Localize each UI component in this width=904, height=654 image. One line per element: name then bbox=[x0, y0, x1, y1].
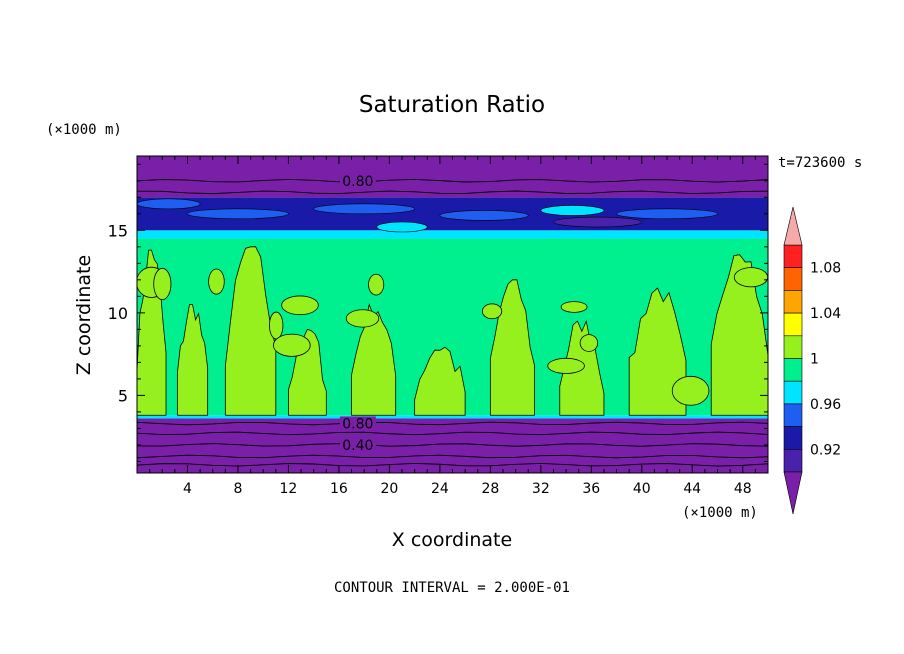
moist-plume-5 bbox=[414, 346, 466, 416]
chart-title: Saturation Ratio bbox=[359, 92, 545, 118]
moist-patch-0 bbox=[547, 357, 585, 374]
colorbar-bin bbox=[783, 426, 803, 450]
colorbar-bin bbox=[783, 244, 803, 269]
colorbar-label: 1.08 bbox=[810, 261, 841, 277]
colorbar-bin bbox=[783, 448, 803, 473]
field-layer-3 bbox=[137, 230, 768, 239]
time-label: t=723600 s bbox=[778, 155, 862, 171]
colorbar-label: 1 bbox=[810, 352, 819, 368]
contour-line-6 bbox=[137, 462, 768, 467]
moist-patch-5 bbox=[269, 311, 284, 340]
colorbar-bin bbox=[783, 403, 803, 427]
upper-streak-5 bbox=[553, 216, 643, 228]
contour-lines bbox=[137, 178, 768, 467]
x-tick-label: 44 bbox=[683, 481, 701, 497]
field-layer-5 bbox=[137, 156, 768, 198]
x-tick-label: 12 bbox=[280, 481, 298, 497]
x-tick-label: 40 bbox=[633, 481, 651, 497]
contour-line-4 bbox=[137, 443, 768, 447]
colorbar-bin bbox=[783, 290, 803, 314]
contour-labels: 0.80 0.80 0.40 bbox=[339, 173, 376, 454]
colorbar-bin bbox=[783, 335, 803, 359]
contour-line-1 bbox=[137, 190, 768, 195]
x-tick-label: 28 bbox=[481, 481, 499, 497]
moist-patch-4 bbox=[481, 303, 503, 320]
x-tick-label: 48 bbox=[734, 481, 752, 497]
upper-streak-4 bbox=[616, 208, 718, 220]
colorbar-top-arrow bbox=[783, 206, 803, 246]
colorbar: 0.92 0.96 1 1.04 1.08 bbox=[783, 206, 841, 515]
colorbar-bin bbox=[783, 267, 803, 291]
y-unit-label: (×1000 m) bbox=[46, 122, 122, 138]
x-tick-label: 4 bbox=[183, 481, 192, 497]
contour-line-5 bbox=[137, 454, 768, 459]
y-tick-label: 15 bbox=[108, 221, 128, 240]
contour-label-1: 0.80 bbox=[342, 416, 373, 432]
moist-patch-7 bbox=[208, 268, 225, 295]
upper-streak-6 bbox=[376, 221, 428, 233]
contour-label-2: 0.40 bbox=[342, 438, 373, 454]
moist-patch-8 bbox=[671, 375, 710, 406]
moist-patch-10 bbox=[281, 295, 319, 316]
upper-streak-7 bbox=[137, 198, 201, 210]
moist-patch-6 bbox=[560, 301, 588, 313]
colorbar-bin bbox=[783, 380, 803, 405]
x-tick-label: 20 bbox=[380, 481, 398, 497]
moist-plume-9 bbox=[710, 254, 768, 416]
contour-label-bg-0 bbox=[339, 173, 376, 188]
upper-streak-1 bbox=[313, 203, 415, 215]
upper-streak-2 bbox=[439, 210, 529, 221]
colorbar-label: 0.92 bbox=[810, 442, 841, 458]
moist-plume-8 bbox=[628, 287, 687, 416]
moist-plume-1 bbox=[176, 304, 209, 416]
contour-line-0 bbox=[137, 178, 768, 183]
colorbar-label: 1.04 bbox=[810, 306, 841, 322]
moist-patch-3 bbox=[153, 267, 172, 301]
moist-patch-1 bbox=[368, 273, 385, 296]
x-tick-label: 8 bbox=[233, 481, 242, 497]
contour-line-3 bbox=[137, 431, 768, 436]
contour-label-bg-2 bbox=[339, 437, 376, 452]
x-tick-label: 36 bbox=[582, 481, 600, 497]
field-layer-1 bbox=[137, 415, 768, 419]
x-tick-label: 16 bbox=[330, 481, 348, 497]
x-unit-label: (×1000 m) bbox=[682, 505, 758, 521]
moist-patch-9 bbox=[733, 267, 768, 288]
moist-patch-11 bbox=[273, 333, 311, 357]
colorbar-bin bbox=[783, 358, 803, 382]
moist-patch-12 bbox=[345, 309, 380, 328]
contour-line-2 bbox=[137, 421, 768, 426]
x-axis-label: X coordinate bbox=[392, 529, 512, 551]
x-tick-label: 24 bbox=[431, 481, 449, 497]
x-tick-label: 32 bbox=[532, 481, 550, 497]
contour-interval-footer: CONTOUR INTERVAL = 2.000E-01 bbox=[334, 580, 570, 596]
y-tick-label: 5 bbox=[118, 386, 128, 405]
y-axis-label: Z coordinate bbox=[73, 255, 95, 375]
colorbar-bottom-arrow bbox=[783, 471, 803, 515]
upper-streak-0 bbox=[187, 208, 289, 220]
y-tick-label: 10 bbox=[108, 304, 128, 323]
moist-patch-13 bbox=[579, 334, 599, 352]
y-axis: 5 10 15 bbox=[108, 163, 768, 462]
colorbar-bin bbox=[783, 312, 803, 337]
contour-label-bg-1 bbox=[339, 416, 376, 431]
contour-label-0: 0.80 bbox=[342, 174, 373, 190]
colorbar-label: 0.96 bbox=[810, 397, 841, 413]
upper-streak-3 bbox=[540, 205, 605, 216]
x-axis: 4 8 12 16 20 24 28 32 36 40 44 48 bbox=[149, 156, 756, 497]
